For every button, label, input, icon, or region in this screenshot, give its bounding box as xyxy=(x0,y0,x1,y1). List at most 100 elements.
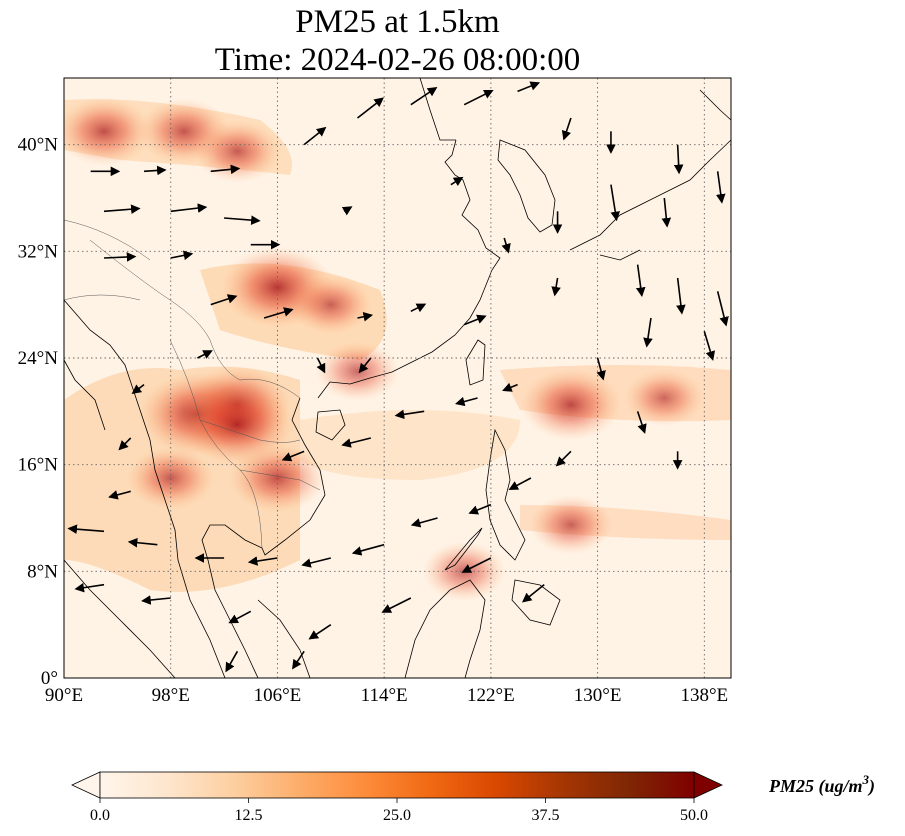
wind-arrow-56 xyxy=(197,350,213,359)
hotspot-10 xyxy=(520,368,622,441)
wind-arrow-6 xyxy=(103,252,137,262)
wind-arrow-63 xyxy=(551,277,561,297)
y-tick-label-0: 0° xyxy=(41,668,58,689)
wind-arrow-14 xyxy=(303,126,327,146)
y-tick-label-3: 24°N xyxy=(18,348,59,369)
colorbar-title-suffix: ) xyxy=(867,776,875,797)
coastline-myanmar xyxy=(64,299,226,678)
x-tick-label-5: 130°E xyxy=(574,685,622,706)
colorbar-tick-label-0: 0.0 xyxy=(90,807,110,824)
colorbar-tick-label-2: 25.0 xyxy=(383,807,411,824)
wind-arrow-50 xyxy=(281,450,305,462)
chart-title-line1: PM25 at 1.5km xyxy=(295,4,500,40)
wind-arrow-45 xyxy=(228,610,252,624)
wind-arrow-58 xyxy=(358,357,372,374)
y-tick-label-2: 16°N xyxy=(18,455,59,476)
wind-arrow-37 xyxy=(351,543,385,556)
wind-arrow-39 xyxy=(247,556,278,566)
x-tick-label-3: 114°E xyxy=(361,685,408,706)
hotspot-11 xyxy=(624,369,705,427)
coastline-hainan xyxy=(315,409,346,441)
wind-arrow-16 xyxy=(410,86,438,106)
wind-arrow-57 xyxy=(316,357,326,374)
map-frame xyxy=(63,77,732,679)
x-tick-label-2: 106°E xyxy=(254,685,302,706)
colorbar-title: PM25 (ug/m3) xyxy=(768,772,875,797)
hotspot-13 xyxy=(315,341,400,402)
wind-arrow-29 xyxy=(703,331,716,361)
hotspot-0 xyxy=(64,96,153,166)
colorbar-title-superscript: 3 xyxy=(862,772,870,787)
wind-arrow-10 xyxy=(263,307,294,319)
wind-arrow-26 xyxy=(676,277,686,315)
x-tick-label-6: 138°E xyxy=(680,685,728,706)
coastline-luzon xyxy=(485,428,526,561)
wind-arrow-23 xyxy=(661,197,672,228)
wind-arrow-44 xyxy=(141,595,171,605)
coastline-sumatra xyxy=(64,559,176,678)
border-line-2 xyxy=(169,339,263,549)
coastlines xyxy=(64,78,731,678)
longitude-ticks: 90°E 98°E 106°E 114°E 122°E 130°E 138°E xyxy=(45,685,728,706)
coastline-bay-bengal xyxy=(64,359,106,431)
hotspot-8 xyxy=(229,443,326,513)
wind-arrow-22 xyxy=(610,184,621,222)
border-line-4 xyxy=(239,469,321,491)
border-line-5 xyxy=(64,294,141,301)
latitude-ticks: 0° 8°N 16°N 24°N 32°N 40°N xyxy=(18,135,59,689)
wind-vectors xyxy=(67,81,729,673)
wind-arrow-25 xyxy=(635,264,646,298)
wind-arrow-17 xyxy=(463,89,494,106)
wind-arrow-15 xyxy=(356,97,384,119)
wind-arrow-53 xyxy=(454,396,478,407)
wind-arrow-66 xyxy=(450,176,464,186)
wind-arrow-31 xyxy=(636,411,647,434)
y-tick-label-4: 32°N xyxy=(18,241,59,262)
wind-arrow-41 xyxy=(127,537,158,548)
x-tick-label-1: 98°E xyxy=(152,685,190,706)
coastline-mindanao xyxy=(511,579,561,626)
wind-arrow-30 xyxy=(596,357,606,381)
coastline-palawan xyxy=(444,527,483,571)
wind-arrow-52 xyxy=(394,409,425,420)
border-line-6 xyxy=(64,219,151,261)
wind-arrow-2 xyxy=(210,164,241,175)
wind-arrow-46 xyxy=(308,624,332,640)
border-line-3 xyxy=(199,419,301,443)
colorbar-gradient xyxy=(99,771,695,799)
wind-arrow-34 xyxy=(508,477,532,490)
wind-arrow-1 xyxy=(143,165,167,176)
wind-arrow-60 xyxy=(108,490,131,500)
wind-arrow-4 xyxy=(170,203,208,213)
colorbar-tick-label-3: 37.5 xyxy=(532,807,560,824)
wind-arrow-43 xyxy=(74,582,105,593)
wind-arrow-59 xyxy=(118,437,132,451)
coastline-gulf-thailand xyxy=(201,524,263,678)
y-tick-label-5: 40°N xyxy=(18,135,59,156)
wind-arrow-62 xyxy=(225,650,239,673)
wind-arrow-27 xyxy=(716,291,729,327)
wind-arrow-18 xyxy=(517,81,541,93)
wind-arrow-19 xyxy=(561,117,572,141)
border-line-1 xyxy=(89,239,301,399)
coastline-malaysia xyxy=(257,599,311,678)
coastline-china-east xyxy=(317,139,501,399)
colorbar-ticks: 0.0 12.5 25.0 37.5 50.0 xyxy=(90,798,708,824)
wind-arrow-51 xyxy=(341,437,372,448)
wind-arrow-67 xyxy=(341,206,353,216)
hotspot-layer xyxy=(64,96,705,602)
y-tick-label-1: 8°N xyxy=(27,561,58,582)
wind-arrow-36 xyxy=(410,517,438,528)
wind-arrow-54 xyxy=(502,382,518,392)
coastline-taiwan xyxy=(465,339,486,386)
hotspot-4 xyxy=(288,274,373,335)
wind-arrow-55 xyxy=(131,384,145,395)
colorbar-tick-label-4: 50.0 xyxy=(680,807,708,824)
colorbar-max-extend xyxy=(693,771,723,799)
wind-arrow-12 xyxy=(410,303,427,313)
wind-arrow-49 xyxy=(521,584,545,603)
wind-arrow-33 xyxy=(555,450,572,467)
wind-arrow-61 xyxy=(292,650,305,670)
country-borders xyxy=(64,219,321,549)
wind-arrow-3 xyxy=(103,204,141,214)
